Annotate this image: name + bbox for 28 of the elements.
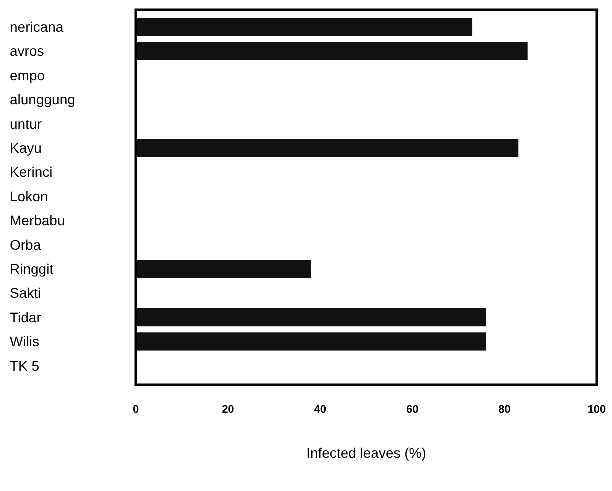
y-tick-label: alunggung [10,92,76,108]
x-tick-label: 40 [314,404,327,416]
bar [136,18,473,36]
x-tick-label: 80 [498,404,511,416]
x-axis-title: Infected leaves (%) [306,445,426,461]
bar [136,139,519,158]
y-tick-label: avros [10,43,44,60]
x-tick-label: 20 [222,404,234,416]
x-tick-label: 100 [588,404,606,416]
x-tick-label: 60 [406,404,419,416]
y-tick-label: Wilis [10,334,40,350]
x-tick-label: 0 [132,404,140,416]
y-tick-label: Kerinci [10,164,53,180]
y-tick-label: Ringgit [10,261,54,278]
bar [136,332,486,351]
bar [136,42,528,60]
y-tick-label: nericana [10,18,64,35]
y-tick-label: Tidar [10,309,42,326]
y-tick-label: Lokon [10,188,48,204]
y-tick-label: Sakti [10,285,42,302]
bar [136,308,486,327]
y-tick-label: empo [10,67,46,84]
y-tick-label: untur [10,116,42,132]
bar [136,260,312,278]
y-tick-label: Orba [10,236,42,253]
y-tick-label: Kayu [10,140,42,156]
y-tick-label: Merbabu [10,212,66,229]
y-tick-label: TK 5 [10,358,40,374]
